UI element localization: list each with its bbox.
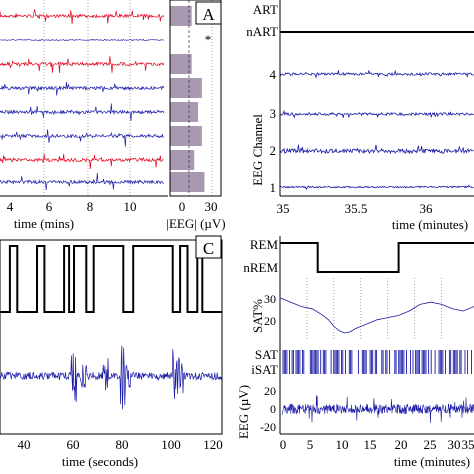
tick-label: 60 — [67, 437, 80, 452]
tick-label: 35 — [462, 437, 474, 452]
panel-a-label-box — [195, 1, 222, 25]
isat-label: iSAT — [251, 362, 278, 377]
tick-label: 5 — [307, 437, 314, 452]
panel-c-label-box — [195, 235, 222, 259]
tick-label: 30 — [205, 199, 218, 214]
channel-trace — [279, 109, 474, 119]
tick-label: 20 — [264, 384, 276, 398]
channel-trace — [0, 129, 164, 147]
channel-trace — [279, 144, 474, 155]
tick-label: 15 — [364, 437, 377, 452]
amplitude-bar — [170, 54, 192, 74]
y-axis-label: EEG Channel — [250, 114, 265, 186]
panel-c: C 40 60 80 100 120 time (seconds) — [0, 235, 223, 469]
sleep-state-trace — [280, 242, 474, 273]
tick-label: 35 — [277, 201, 290, 216]
tick-label: 20 — [264, 314, 276, 328]
panel-c-letter: C — [203, 239, 214, 258]
panel-a-traces — [0, 8, 165, 191]
eeg-axis-label: EEG (µV) — [236, 385, 251, 439]
x-axis-label: time (minutes) — [392, 217, 468, 232]
tick-label: 0 — [280, 437, 287, 452]
tick-label: 40 — [18, 437, 31, 452]
flag-marker: * — [205, 32, 212, 47]
tick-label: 20 — [395, 437, 408, 452]
panel-d: REM nREM SAT% 30 20 SAT iSAT EEG (µV) 20… — [236, 236, 474, 469]
panel-b: ART nART 4 3 2 1 EEG Channel 35 35.5 36 … — [246, 0, 474, 232]
sat-percent-label: SAT% — [250, 299, 265, 333]
tick-label: 36 — [420, 201, 434, 216]
tick-label: 4 — [270, 67, 277, 82]
tick-label: 8 — [87, 199, 94, 214]
channel-trace — [0, 153, 165, 170]
panel-c-frame — [0, 239, 223, 435]
tick-label: 30 — [264, 292, 276, 306]
tick-label: ART — [253, 2, 278, 17]
tick-label: -20 — [260, 420, 276, 434]
tick-label: 6 — [46, 199, 53, 214]
channel-trace — [0, 172, 164, 191]
channel-trace — [0, 103, 165, 121]
tick-label: 120 — [203, 437, 223, 452]
tick-label: 30 — [448, 437, 461, 452]
eeg-trace — [0, 345, 223, 410]
panel-a-bars — [170, 6, 205, 192]
sat-raster — [282, 350, 472, 374]
tick-label: 35.5 — [345, 201, 368, 216]
state-trace — [0, 245, 222, 313]
amplitude-bar — [170, 102, 199, 122]
amplitude-bar — [170, 126, 202, 146]
channel-trace — [0, 38, 164, 42]
x-axis-label: time (mins) — [14, 216, 74, 231]
tick-label: 80 — [116, 437, 129, 452]
tick-label: 3 — [270, 106, 277, 121]
sat-percent-trace — [279, 297, 474, 334]
amplitude-bar — [170, 150, 195, 170]
channel-trace — [0, 81, 165, 96]
amplitude-bar — [170, 6, 192, 26]
x-axis-label: |EEG| (µV) — [166, 216, 225, 231]
state-label-nrem: nREM — [243, 260, 278, 275]
channel-trace — [279, 69, 474, 79]
tick-label: 0 — [270, 402, 276, 416]
bar-axes-frame — [169, 0, 222, 197]
tick-label: 10 — [336, 437, 349, 452]
tick-label: 2 — [270, 143, 277, 158]
channel-trace — [279, 184, 474, 191]
tick-label: 1 — [270, 180, 277, 195]
sat-label: SAT — [255, 347, 278, 362]
eeg-trace — [281, 395, 474, 423]
channel-trace — [0, 8, 165, 25]
amplitude-bar — [170, 172, 205, 192]
amplitude-bar — [170, 78, 202, 98]
state-label-rem: REM — [250, 237, 279, 252]
x-axis-label: time (minutes) — [394, 454, 470, 469]
tick-label: 10 — [124, 199, 137, 214]
tick-label: 0 — [179, 199, 186, 214]
tick-label: 100 — [161, 437, 181, 452]
tick-label: nART — [246, 24, 278, 39]
panel-a-letter: A — [202, 5, 215, 24]
panel-a: A * 4 6 8 10 0 30 time (mins) |EEG| (µV) — [0, 0, 226, 231]
panel-b-traces — [279, 69, 474, 191]
channel-trace — [0, 56, 165, 74]
tick-label: 25 — [424, 437, 437, 452]
x-axis-label: time (seconds) — [62, 454, 138, 469]
panel-d-grid — [306, 278, 442, 340]
tick-label: 4 — [7, 199, 14, 214]
